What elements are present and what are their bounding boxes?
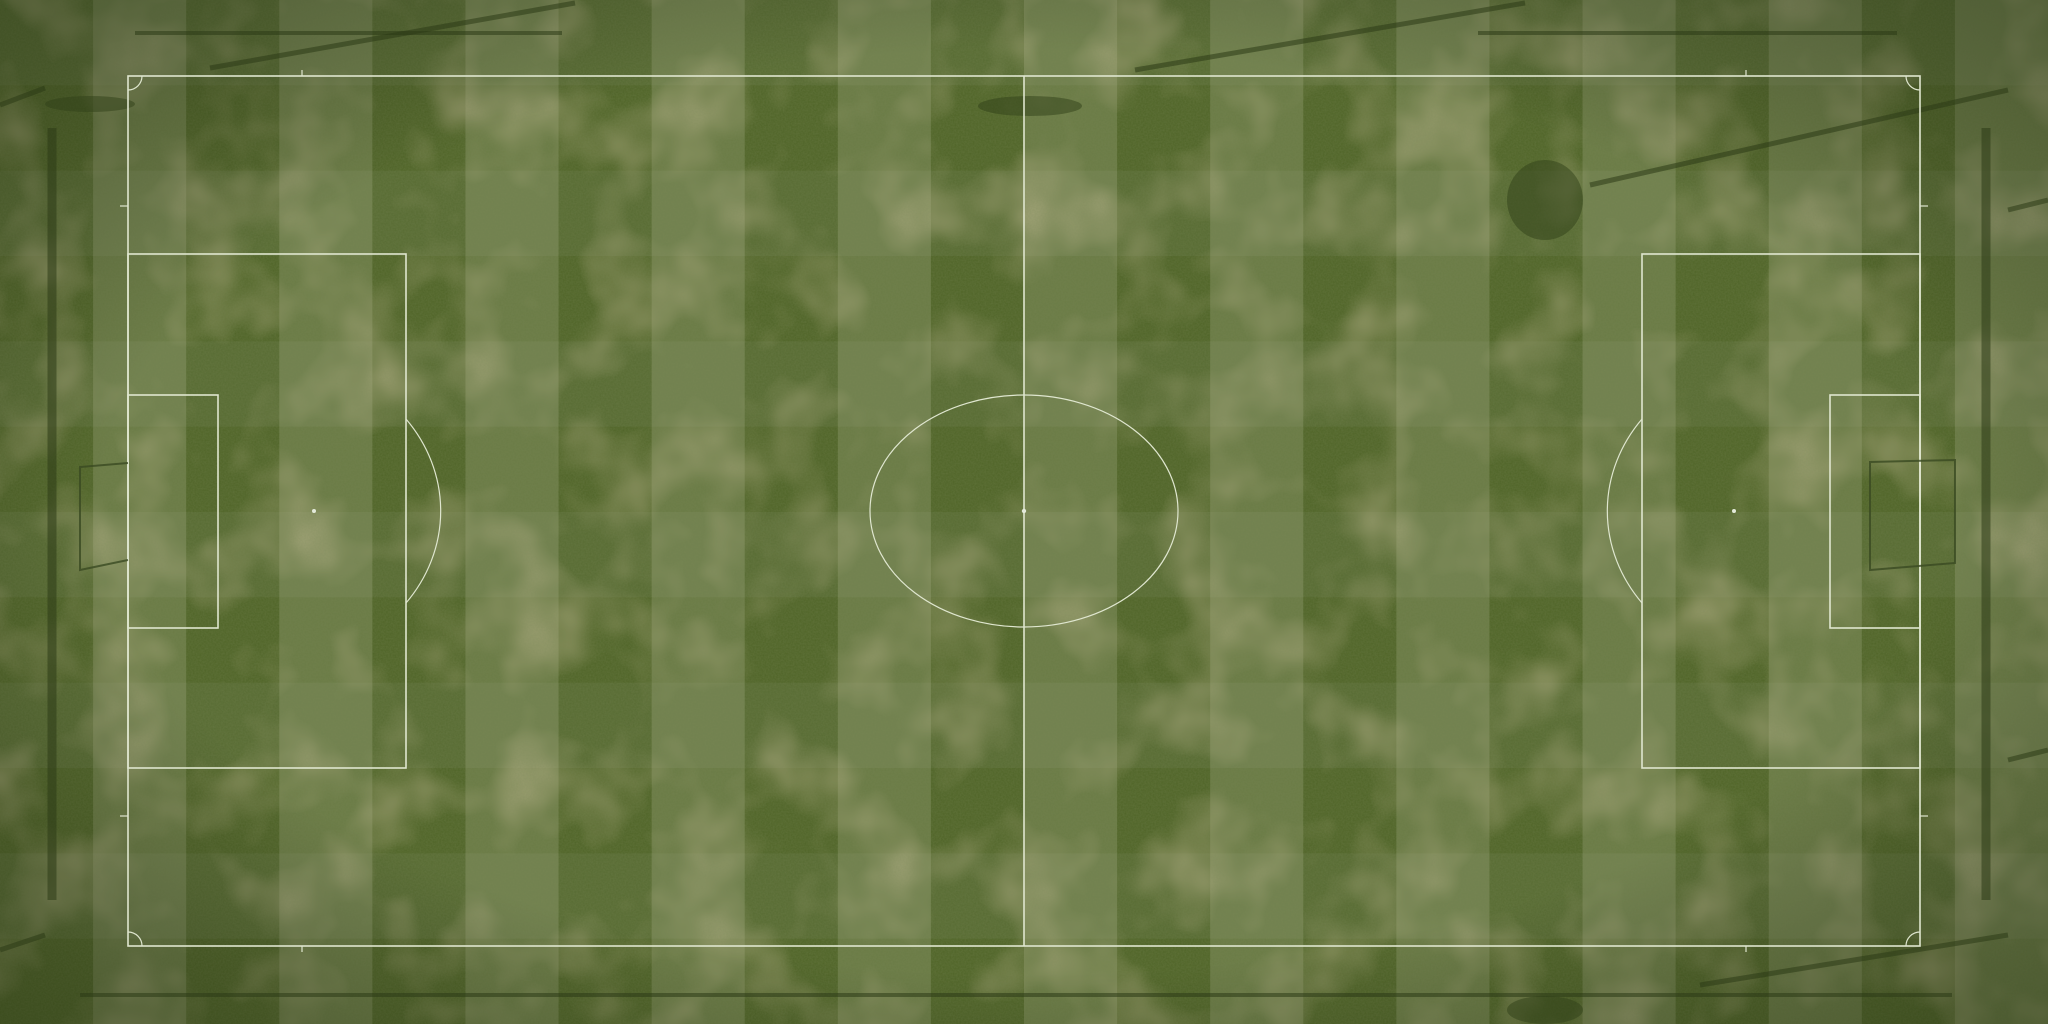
corner-arc-bottom-left — [127, 931, 143, 947]
corner-arc-top-right — [1905, 75, 1921, 91]
left-goal — [79, 462, 129, 572]
left-penalty-spot — [312, 509, 316, 513]
right-goal-area — [1829, 394, 1921, 629]
left-penalty-arc — [405, 418, 442, 604]
corner-arc-bottom-right — [1905, 931, 1921, 947]
center-spot — [1021, 508, 1027, 514]
distance-ticks — [120, 70, 1928, 952]
corner-arc-top-left — [127, 75, 143, 91]
right-penalty-arc — [1606, 418, 1643, 604]
right-penalty-spot — [1732, 509, 1736, 513]
center-circle — [869, 394, 1179, 628]
right-goal — [1869, 458, 1956, 572]
left-goal-area — [127, 394, 219, 629]
right-penalty-area — [1641, 253, 1921, 769]
left-penalty-area — [127, 253, 407, 769]
